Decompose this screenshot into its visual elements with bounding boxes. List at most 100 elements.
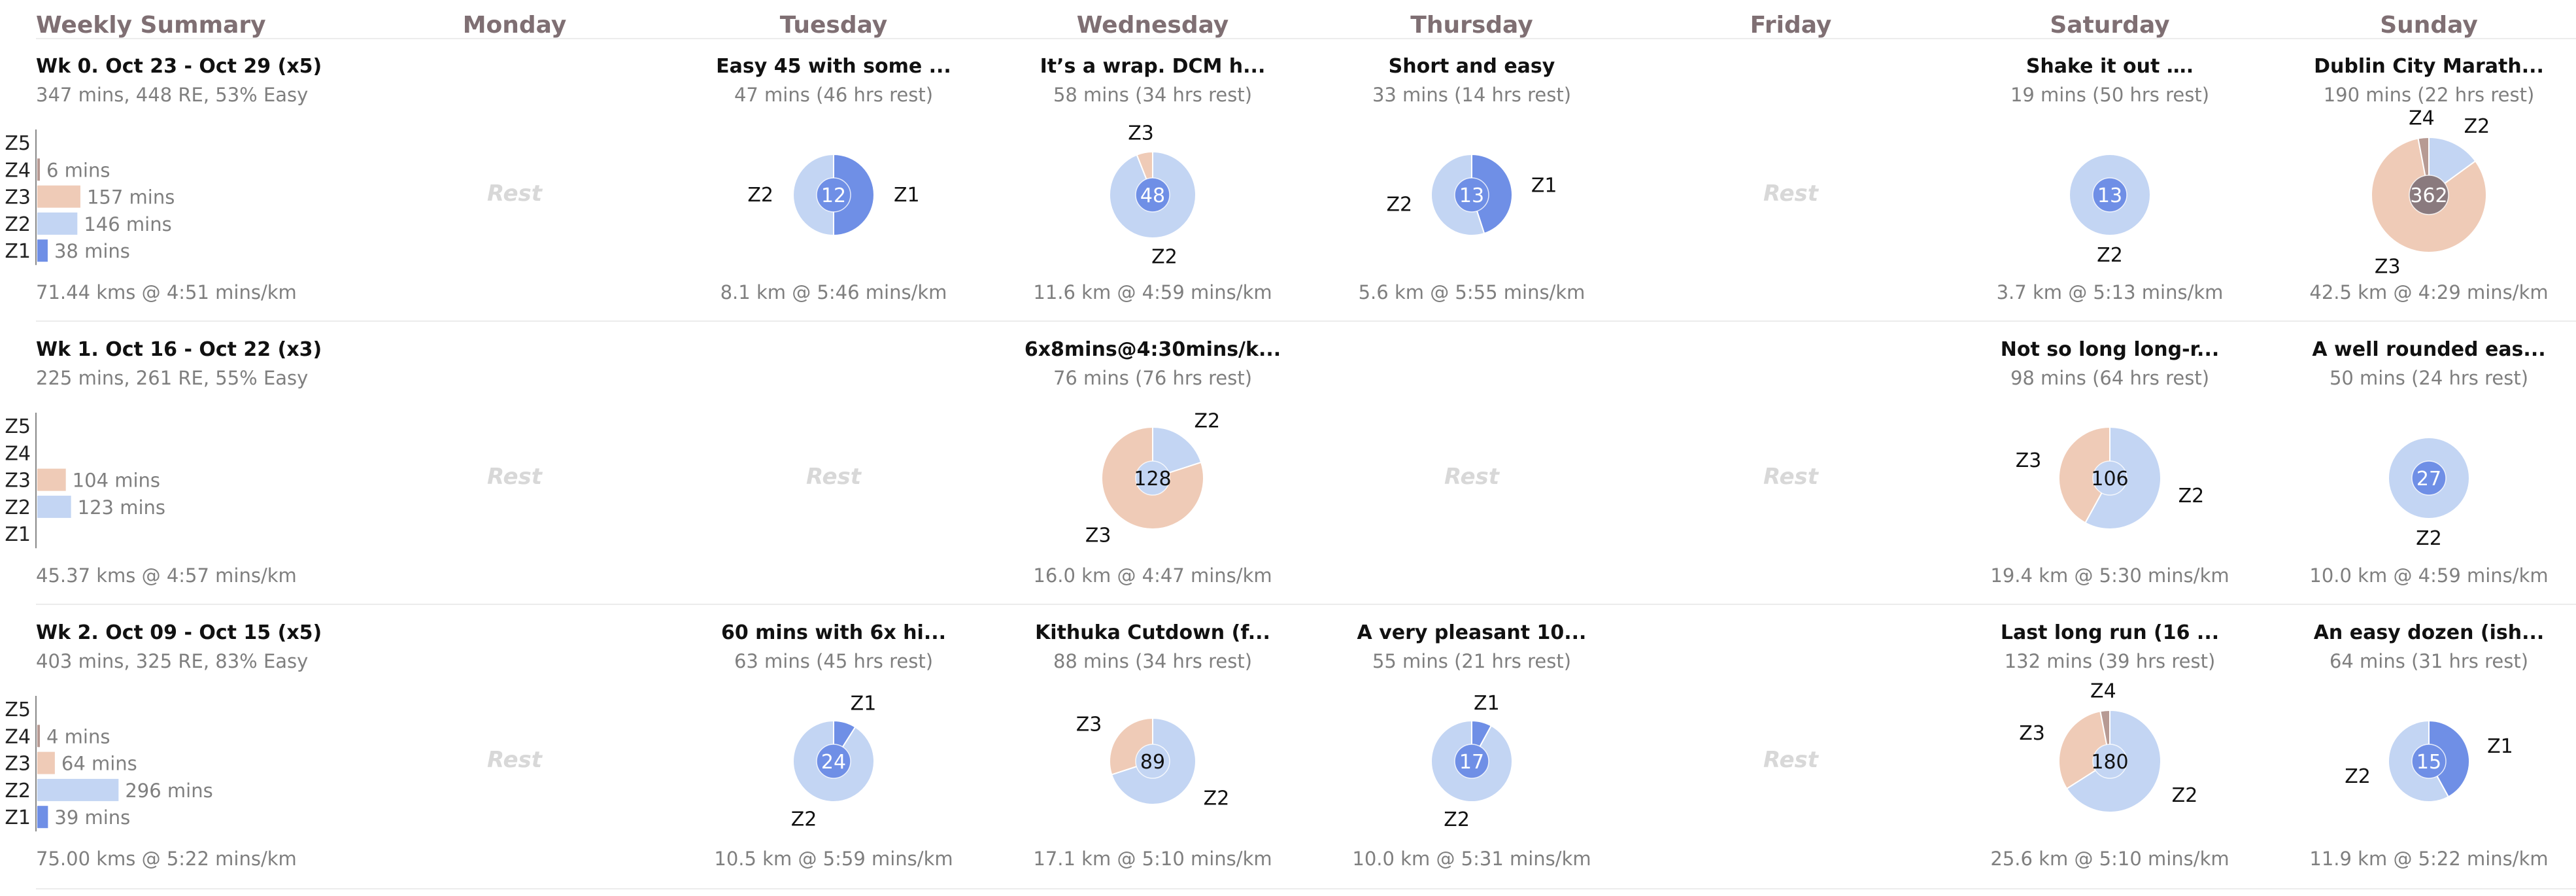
workout-title: Dublin City Marath... — [2314, 55, 2544, 78]
zone-tick-label: Z4 — [5, 159, 31, 182]
pie-slice-z1 — [833, 153, 875, 237]
workout-title: Easy 45 with some ... — [716, 55, 951, 78]
zone-bar-z3 — [37, 185, 80, 208]
zone-bar-label: 6 mins — [46, 159, 110, 181]
pie-center-value: 24 — [821, 751, 846, 774]
workout-footer: 11.6 km @ 4:59 mins/km — [1033, 281, 1272, 303]
pie-slice-label: Z2 — [2097, 244, 2123, 267]
pie-center-value: 180 — [2091, 751, 2128, 774]
zone-tick-label: Z5 — [5, 698, 31, 721]
workout-title: Short and easy — [1388, 55, 1555, 78]
zone-bar-z2 — [37, 778, 119, 801]
pie-slice-label: Z2 — [1444, 808, 1470, 831]
pie-center — [2411, 460, 2447, 496]
pie-slice-label: Z2 — [2345, 765, 2371, 788]
workout-subtitle: 190 mins (22 hrs rest) — [2323, 84, 2535, 106]
pie-slice-label: Z2 — [1204, 787, 1230, 810]
zone-bar-z1 — [37, 239, 48, 262]
workout-subtitle: 19 mins (50 hrs rest) — [2010, 84, 2210, 106]
pie-center-value: 13 — [2097, 184, 2122, 207]
pie-center — [816, 177, 851, 213]
pie-center-value: 89 — [1140, 751, 1165, 774]
week-summary-title: Wk 1. Oct 16 - Oct 22 (x3) — [36, 338, 322, 361]
pie-slice-z1 — [1471, 153, 1514, 235]
workout-footer: 5.6 km @ 5:55 mins/km — [1358, 281, 1585, 303]
pie-center — [1135, 177, 1170, 213]
workout-title: 60 mins with 6x hi... — [720, 621, 947, 644]
pie-center — [2092, 460, 2127, 496]
pie-slice-label: Z4 — [2090, 680, 2116, 702]
workout-footer: 10.0 km @ 4:59 mins/km — [2309, 564, 2549, 587]
pie-slice-label: Z2 — [1386, 193, 1412, 216]
pie-slice-label: Z1 — [851, 693, 877, 715]
zone-tick-label: Z2 — [5, 496, 31, 519]
workout-footer: 11.9 km @ 5:22 mins/km — [2309, 848, 2549, 870]
workout-footer: 10.0 km @ 5:31 mins/km — [1352, 848, 1591, 870]
week-summary-footer: 75.00 kms @ 5:22 mins/km — [36, 848, 297, 870]
zone-bar-label: 157 mins — [87, 186, 175, 209]
pie-center-value: 17 — [1459, 751, 1484, 774]
zone-tick-label: Z5 — [5, 132, 31, 155]
zone-tick-label: Z4 — [5, 725, 31, 748]
zone-tick-label: Z2 — [5, 213, 31, 236]
pie-slice-label: Z3 — [2019, 722, 2045, 745]
header-weekly-summary: Weekly Summary — [36, 12, 266, 39]
zone-bar-z3 — [37, 468, 66, 491]
zone-bar-z4 — [37, 158, 40, 181]
header-day-sunday: Sunday — [2380, 12, 2478, 39]
workout-footer: 10.5 km @ 5:59 mins/km — [714, 848, 953, 870]
pie-center — [2092, 744, 2127, 779]
pie-slice-label: Z1 — [1531, 175, 1557, 198]
workout-footer: 17.1 km @ 5:10 mins/km — [1033, 848, 1272, 870]
pie-center-value: 27 — [2416, 468, 2441, 491]
pie-center-value: 128 — [1134, 468, 1171, 491]
pie-slice-label: Z4 — [2409, 107, 2435, 130]
week-summary-title: Wk 2. Oct 09 - Oct 15 (x5) — [36, 621, 322, 644]
zone-bar-label: 296 mins — [125, 780, 212, 802]
pie-center — [816, 744, 851, 779]
workout-footer: 25.6 km @ 5:10 mins/km — [1990, 848, 2229, 870]
pie-center — [1135, 744, 1170, 779]
week-summary-subtitle: 403 mins, 325 RE, 83% Easy — [36, 650, 309, 672]
zone-tick-label: Z3 — [5, 470, 31, 492]
zone-bar-label: 39 mins — [54, 806, 130, 829]
zone-tick-label: Z5 — [5, 415, 31, 438]
rest-label: Rest — [805, 464, 862, 490]
workout-subtitle: 33 mins (14 hrs rest) — [1372, 84, 1572, 106]
header-day-thursday: Thursday — [1410, 12, 1533, 39]
zone-tick-label: Z3 — [5, 753, 31, 776]
zone-bar-label: 104 mins — [73, 470, 160, 492]
pie-slice-z2 — [792, 153, 834, 237]
pie-slice-label: Z3 — [1085, 524, 1111, 547]
workout-title: Not so long long-r... — [2000, 338, 2220, 361]
pie-slice-z2 — [1152, 426, 1202, 479]
pie-center-value: 106 — [2091, 468, 2128, 491]
pie-center — [2092, 177, 2127, 213]
pie-center — [1454, 744, 1489, 779]
workout-title: Shake it out …. — [2025, 55, 2194, 78]
workout-title: Last long run (16 ... — [2000, 621, 2220, 644]
workout-footer: 3.7 km @ 5:13 mins/km — [1996, 281, 2224, 303]
header-day-saturday: Saturday — [2050, 12, 2170, 39]
zone-bar-z3 — [37, 751, 55, 774]
pie-slice-label: Z1 — [2487, 735, 2513, 758]
week-summary-footer: 45.37 kms @ 4:57 mins/km — [36, 564, 297, 587]
pie-slice-label: Z2 — [791, 808, 817, 831]
zone-tick-label: Z1 — [5, 806, 31, 829]
pie-slice-label: Z2 — [2172, 784, 2198, 807]
zone-bar-z2 — [37, 495, 71, 518]
workout-subtitle: 63 mins (45 hrs rest) — [734, 650, 934, 672]
pie-slice-label: Z2 — [2464, 115, 2490, 138]
workout-title: A well rounded eas... — [2312, 338, 2546, 361]
pie-slice-z3 — [2058, 426, 2110, 524]
workout-title: An easy dozen (ish... — [2313, 621, 2545, 644]
rest-label: Rest — [1763, 181, 1819, 207]
rest-label: Rest — [486, 747, 543, 773]
week-summary-footer: 71.44 kms @ 4:51 mins/km — [36, 281, 297, 303]
row-separator — [36, 38, 2576, 39]
pie-center-value: 362 — [2410, 184, 2447, 207]
workout-footer: 42.5 km @ 4:29 mins/km — [2309, 281, 2549, 303]
zone-bar-z4 — [37, 725, 40, 748]
zone-tick-label: Z1 — [5, 240, 31, 263]
zone-bar-z1 — [37, 806, 48, 829]
